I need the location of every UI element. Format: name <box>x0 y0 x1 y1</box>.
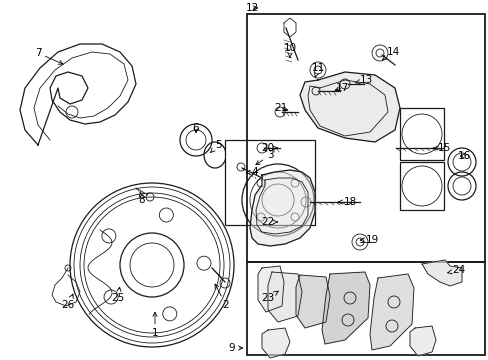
Text: 1: 1 <box>151 312 158 338</box>
Polygon shape <box>321 272 369 344</box>
Bar <box>399 162 443 210</box>
Polygon shape <box>409 326 435 356</box>
Text: 12: 12 <box>245 3 258 13</box>
Text: 16: 16 <box>456 151 469 161</box>
Polygon shape <box>249 170 314 246</box>
Text: 4: 4 <box>246 167 258 177</box>
Text: 24: 24 <box>447 265 465 275</box>
Text: 3: 3 <box>255 150 273 165</box>
Text: 9: 9 <box>228 343 242 353</box>
Text: 11: 11 <box>311 63 324 77</box>
Text: 5: 5 <box>210 140 221 152</box>
Text: 21: 21 <box>274 103 287 113</box>
Text: 7: 7 <box>35 48 63 64</box>
Text: 20: 20 <box>261 143 277 153</box>
Text: 22: 22 <box>261 217 277 227</box>
Polygon shape <box>267 272 302 322</box>
Text: 17: 17 <box>334 83 348 93</box>
Polygon shape <box>421 260 461 286</box>
Bar <box>224 140 314 225</box>
Text: 19: 19 <box>360 235 378 245</box>
Polygon shape <box>299 72 399 142</box>
Bar <box>246 262 484 355</box>
Text: 18: 18 <box>338 197 356 207</box>
Polygon shape <box>258 266 284 312</box>
Text: 26: 26 <box>61 294 75 310</box>
Text: 25: 25 <box>111 287 124 303</box>
Text: 14: 14 <box>382 47 399 60</box>
Text: 15: 15 <box>432 143 450 153</box>
Polygon shape <box>295 275 329 328</box>
Text: 2: 2 <box>215 284 229 310</box>
Bar <box>399 108 443 160</box>
Text: 8: 8 <box>139 192 145 205</box>
Polygon shape <box>369 274 413 350</box>
Text: 10: 10 <box>283 43 296 57</box>
Text: 23: 23 <box>261 291 278 303</box>
Polygon shape <box>262 328 289 358</box>
Bar <box>246 14 484 262</box>
Text: 6: 6 <box>192 123 199 133</box>
Text: 13: 13 <box>354 75 372 85</box>
